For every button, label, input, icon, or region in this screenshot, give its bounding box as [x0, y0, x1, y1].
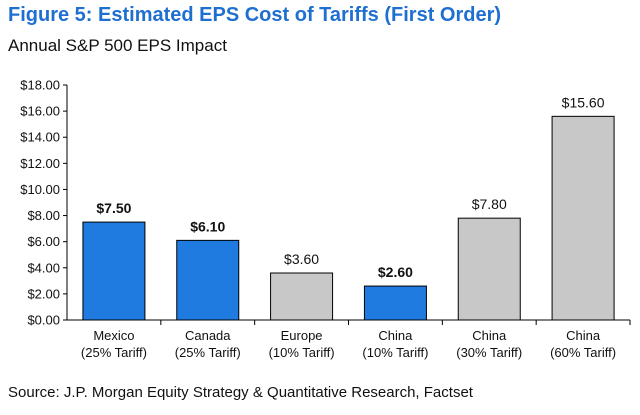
- bar: [363, 285, 427, 321]
- bar: [551, 115, 615, 321]
- y-tick-label: $14.00: [20, 130, 60, 145]
- data-label: $7.50: [96, 200, 131, 216]
- y-tick-label: $6.00: [27, 234, 60, 249]
- category-label-line1: Mexico: [93, 328, 134, 343]
- y-tick-label: $4.00: [27, 260, 60, 275]
- y-tick-label: $12.00: [20, 156, 60, 171]
- category-label-line2: (60% Tariff): [550, 345, 616, 360]
- y-tick-label: $16.00: [20, 104, 60, 119]
- source-note: Source: J.P. Morgan Equity Strategy & Qu…: [8, 384, 473, 401]
- category-label-line2: (30% Tariff): [456, 345, 522, 360]
- category-label-line2: (25% Tariff): [81, 345, 147, 360]
- data-label: $2.60: [378, 264, 413, 280]
- y-tick-label: $2.00: [27, 286, 60, 301]
- bar: [270, 272, 334, 321]
- y-tick-label: $10.00: [20, 182, 60, 197]
- data-labels: $7.50 $6.10 $3.60 $2.60 $7.80 $15.60: [96, 94, 604, 280]
- data-label: $6.10: [190, 218, 225, 234]
- bar-chart: $0.00 $2.00 $4.00 $6.00 $8.00 $10.00 $12.00 $14…: [20, 78, 631, 360]
- data-label: $7.80: [472, 196, 507, 212]
- category-label-line2: (25% Tariff): [175, 345, 241, 360]
- bar: [457, 217, 521, 321]
- figure-title: Figure 5: Estimated EPS Cost of Tariffs …: [8, 4, 502, 26]
- bar: [176, 239, 240, 321]
- category-label-line1: China: [472, 328, 507, 343]
- y-tick-label: $8.00: [27, 208, 60, 223]
- y-axis-ticks: $0.00 $2.00 $4.00 $6.00 $8.00 $10.00 $12.00 $14…: [20, 78, 67, 328]
- y-tick-label: $18.00: [20, 78, 60, 93]
- chart-subtitle: Annual S&P 500 EPS Impact: [8, 36, 227, 55]
- category-label-line1: Europe: [281, 328, 323, 343]
- category-label-line1: China: [566, 328, 601, 343]
- category-labels: Mexico (25% Tariff) Canada (25% Tariff) Euro…: [81, 328, 616, 360]
- bars: [82, 115, 615, 321]
- category-label-line1: China: [378, 328, 413, 343]
- y-tick-label: $0.00: [27, 313, 60, 328]
- category-label-line1: Canada: [185, 328, 231, 343]
- chart-axes: [66, 85, 631, 325]
- bar: [82, 221, 146, 321]
- data-label: $15.60: [562, 94, 605, 110]
- data-label: $3.60: [284, 251, 319, 267]
- category-label-line2: (10% Tariff): [269, 345, 335, 360]
- category-label-line2: (10% Tariff): [362, 345, 428, 360]
